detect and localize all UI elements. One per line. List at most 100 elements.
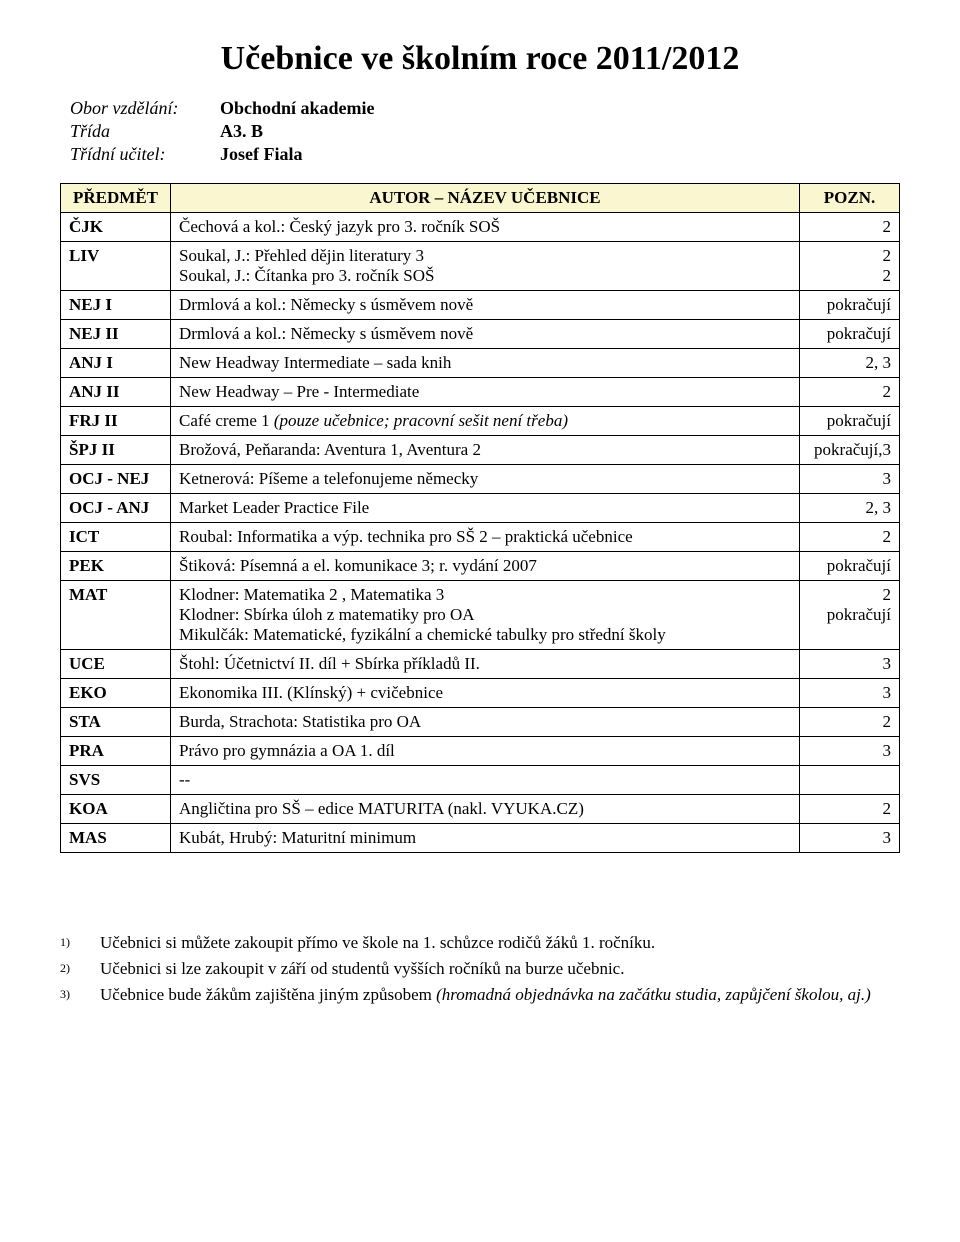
content-cell: New Headway – Pre - Intermediate [171, 378, 800, 407]
note-line: 2 [808, 585, 891, 605]
table-row: ANJ IINew Headway – Pre - Intermediate2 [61, 378, 900, 407]
note-line: 2, 3 [808, 498, 891, 518]
note-line: 2 [808, 712, 891, 732]
meta-label: Obor vzdělání: [70, 98, 220, 119]
footnote-marker: 3) [60, 985, 100, 1005]
content-line: New Headway – Pre - Intermediate [179, 382, 791, 402]
content-cell: Café creme 1 (pouze učebnice; pracovní s… [171, 407, 800, 436]
note-cell: 2, 3 [800, 349, 900, 378]
footnote-marker: 1) [60, 933, 100, 953]
meta-block: Obor vzdělání: Obchodní akademie Třída A… [70, 98, 900, 165]
table-row: ICTRoubal: Informatika a výp. technika p… [61, 523, 900, 552]
content-line: Brožová, Peňaranda: Aventura 1, Aventura… [179, 440, 791, 460]
note-cell: 3 [800, 465, 900, 494]
textbook-table: PŘEDMĚTAUTOR – NÁZEV UČEBNICEPOZN. ČJK Če… [60, 183, 900, 853]
subject-cell: ŠPJ II [61, 436, 171, 465]
content-cell: Drmlová a kol.: Německy s úsměvem nově [171, 320, 800, 349]
content-line: Právo pro gymnázia a OA 1. díl [179, 741, 791, 761]
subject-cell: NEJ II [61, 320, 171, 349]
table-row: NEJ IDrmlová a kol.: Německy s úsměvem n… [61, 291, 900, 320]
subject-cell: ČJK [61, 213, 171, 242]
table-row: LIVSoukal, J.: Přehled dějin literatury … [61, 242, 900, 291]
footnote: 3)Učebnice bude žákům zajištěna jiným zp… [60, 985, 900, 1005]
note-cell [800, 766, 900, 795]
content-cell: Burda, Strachota: Statistika pro OA [171, 708, 800, 737]
note-cell: pokračují [800, 552, 900, 581]
content-cell: Brožová, Peňaranda: Aventura 1, Aventura… [171, 436, 800, 465]
table-row: UCEŠtohl: Účetnictví II. díl + Sbírka př… [61, 650, 900, 679]
content-line: Burda, Strachota: Statistika pro OA [179, 712, 791, 732]
content-line: -- [179, 770, 791, 790]
note-line: pokračují [808, 556, 891, 576]
subject-cell: LIV [61, 242, 171, 291]
subject-cell: ICT [61, 523, 171, 552]
table-row: OCJ - ANJ Market Leader Practice File 2, 3 [61, 494, 900, 523]
table-header-cell: AUTOR – NÁZEV UČEBNICE [171, 184, 800, 213]
footnote-marker: 2) [60, 959, 100, 979]
content-line: New Headway Intermediate – sada knih [179, 353, 791, 373]
meta-value: Obchodní akademie [220, 98, 375, 119]
table-row: PRAPrávo pro gymnázia a OA 1. díl3 [61, 737, 900, 766]
note-cell: 2, 3 [800, 494, 900, 523]
table-row: OCJ - NEJ Ketnerová: Píšeme a telefonujem… [61, 465, 900, 494]
table-header-row: PŘEDMĚTAUTOR – NÁZEV UČEBNICEPOZN. [61, 184, 900, 213]
content-cell: Ekonomika III. (Klínský) + cvičebnice [171, 679, 800, 708]
note-line: 2 [808, 382, 891, 402]
footnotes-block: 1)Učebnici si můžete zakoupit přímo ve š… [60, 933, 900, 1005]
note-cell: 3 [800, 679, 900, 708]
content-line: Market Leader Practice File [179, 498, 791, 518]
subject-cell: SVS [61, 766, 171, 795]
subject-cell: FRJ II [61, 407, 171, 436]
footnote-italic: (hromadná objednávka na začátku studia, … [436, 985, 871, 1004]
note-cell: 3 [800, 650, 900, 679]
note-line: 2 [808, 246, 891, 266]
content-line: Angličtina pro SŠ – edice MATURITA (nakl… [179, 799, 791, 819]
note-line: 3 [808, 683, 891, 703]
subject-cell: NEJ I [61, 291, 171, 320]
table-row: KOA Angličtina pro SŠ – edice MATURITA (n… [61, 795, 900, 824]
content-line: Ketnerová: Píšeme a telefonujeme německy [179, 469, 791, 489]
content-line: Drmlová a kol.: Německy s úsměvem nově [179, 324, 791, 344]
meta-label: Třídní učitel: [70, 144, 220, 165]
content-line: Štohl: Účetnictví II. díl + Sbírka příkl… [179, 654, 791, 674]
content-line: Čechová a kol.: Český jazyk pro 3. roční… [179, 217, 791, 237]
table-row: ANJ INew Headway Intermediate – sada kni… [61, 349, 900, 378]
footnote-text: Učebnici si můžete zakoupit přímo ve ško… [100, 933, 900, 953]
content-cell: Ketnerová: Píšeme a telefonujeme německy [171, 465, 800, 494]
table-row: ČJK Čechová a kol.: Český jazyk pro 3. ro… [61, 213, 900, 242]
note-line: 2 [808, 217, 891, 237]
content-line: Kubát, Hrubý: Maturitní minimum [179, 828, 791, 848]
content-cell: Klodner: Matematika 2 , Matematika 3Klod… [171, 581, 800, 650]
content-cell: New Headway Intermediate – sada knih [171, 349, 800, 378]
footnote: 1)Učebnici si můžete zakoupit přímo ve š… [60, 933, 900, 953]
note-cell: pokračují,3 [800, 436, 900, 465]
content-cell: Soukal, J.: Přehled dějin literatury 3So… [171, 242, 800, 291]
note-line: pokračují,3 [808, 440, 891, 460]
note-cell: 2 [800, 523, 900, 552]
note-cell: 3 [800, 737, 900, 766]
subject-cell: MAT [61, 581, 171, 650]
table-row: PEKŠtiková: Písemná a el. komunikace 3; … [61, 552, 900, 581]
content-cell: Štiková: Písemná a el. komunikace 3; r. … [171, 552, 800, 581]
note-line: 3 [808, 828, 891, 848]
note-line: 3 [808, 654, 891, 674]
table-row: MATKlodner: Matematika 2 , Matematika 3K… [61, 581, 900, 650]
subject-cell: OCJ - NEJ [61, 465, 171, 494]
note-line: pokračují [808, 324, 891, 344]
note-cell: 2pokračují [800, 581, 900, 650]
content-line: Soukal, J.: Přehled dějin literatury 3 [179, 246, 791, 266]
note-cell: 3 [800, 824, 900, 853]
page-title: Učebnice ve školním roce 2011/2012 [60, 40, 900, 78]
note-line: 2 [808, 527, 891, 547]
subject-cell: KOA [61, 795, 171, 824]
meta-row-ucitel: Třídní učitel: Josef Fiala [70, 144, 900, 165]
note-cell: 2 [800, 795, 900, 824]
content-line: Mikulčák: Matematické, fyzikální a chemi… [179, 625, 791, 645]
note-line: 2 [808, 799, 891, 819]
footnote-text: Učebnici si lze zakoupit v září od stude… [100, 959, 900, 979]
subject-cell: OCJ - ANJ [61, 494, 171, 523]
table-header-cell: POZN. [800, 184, 900, 213]
table-body: ČJK Čechová a kol.: Český jazyk pro 3. ro… [61, 213, 900, 853]
note-line: pokračují [808, 605, 891, 625]
content-line: Klodner: Sbírka úloh z matematiky pro OA [179, 605, 791, 625]
